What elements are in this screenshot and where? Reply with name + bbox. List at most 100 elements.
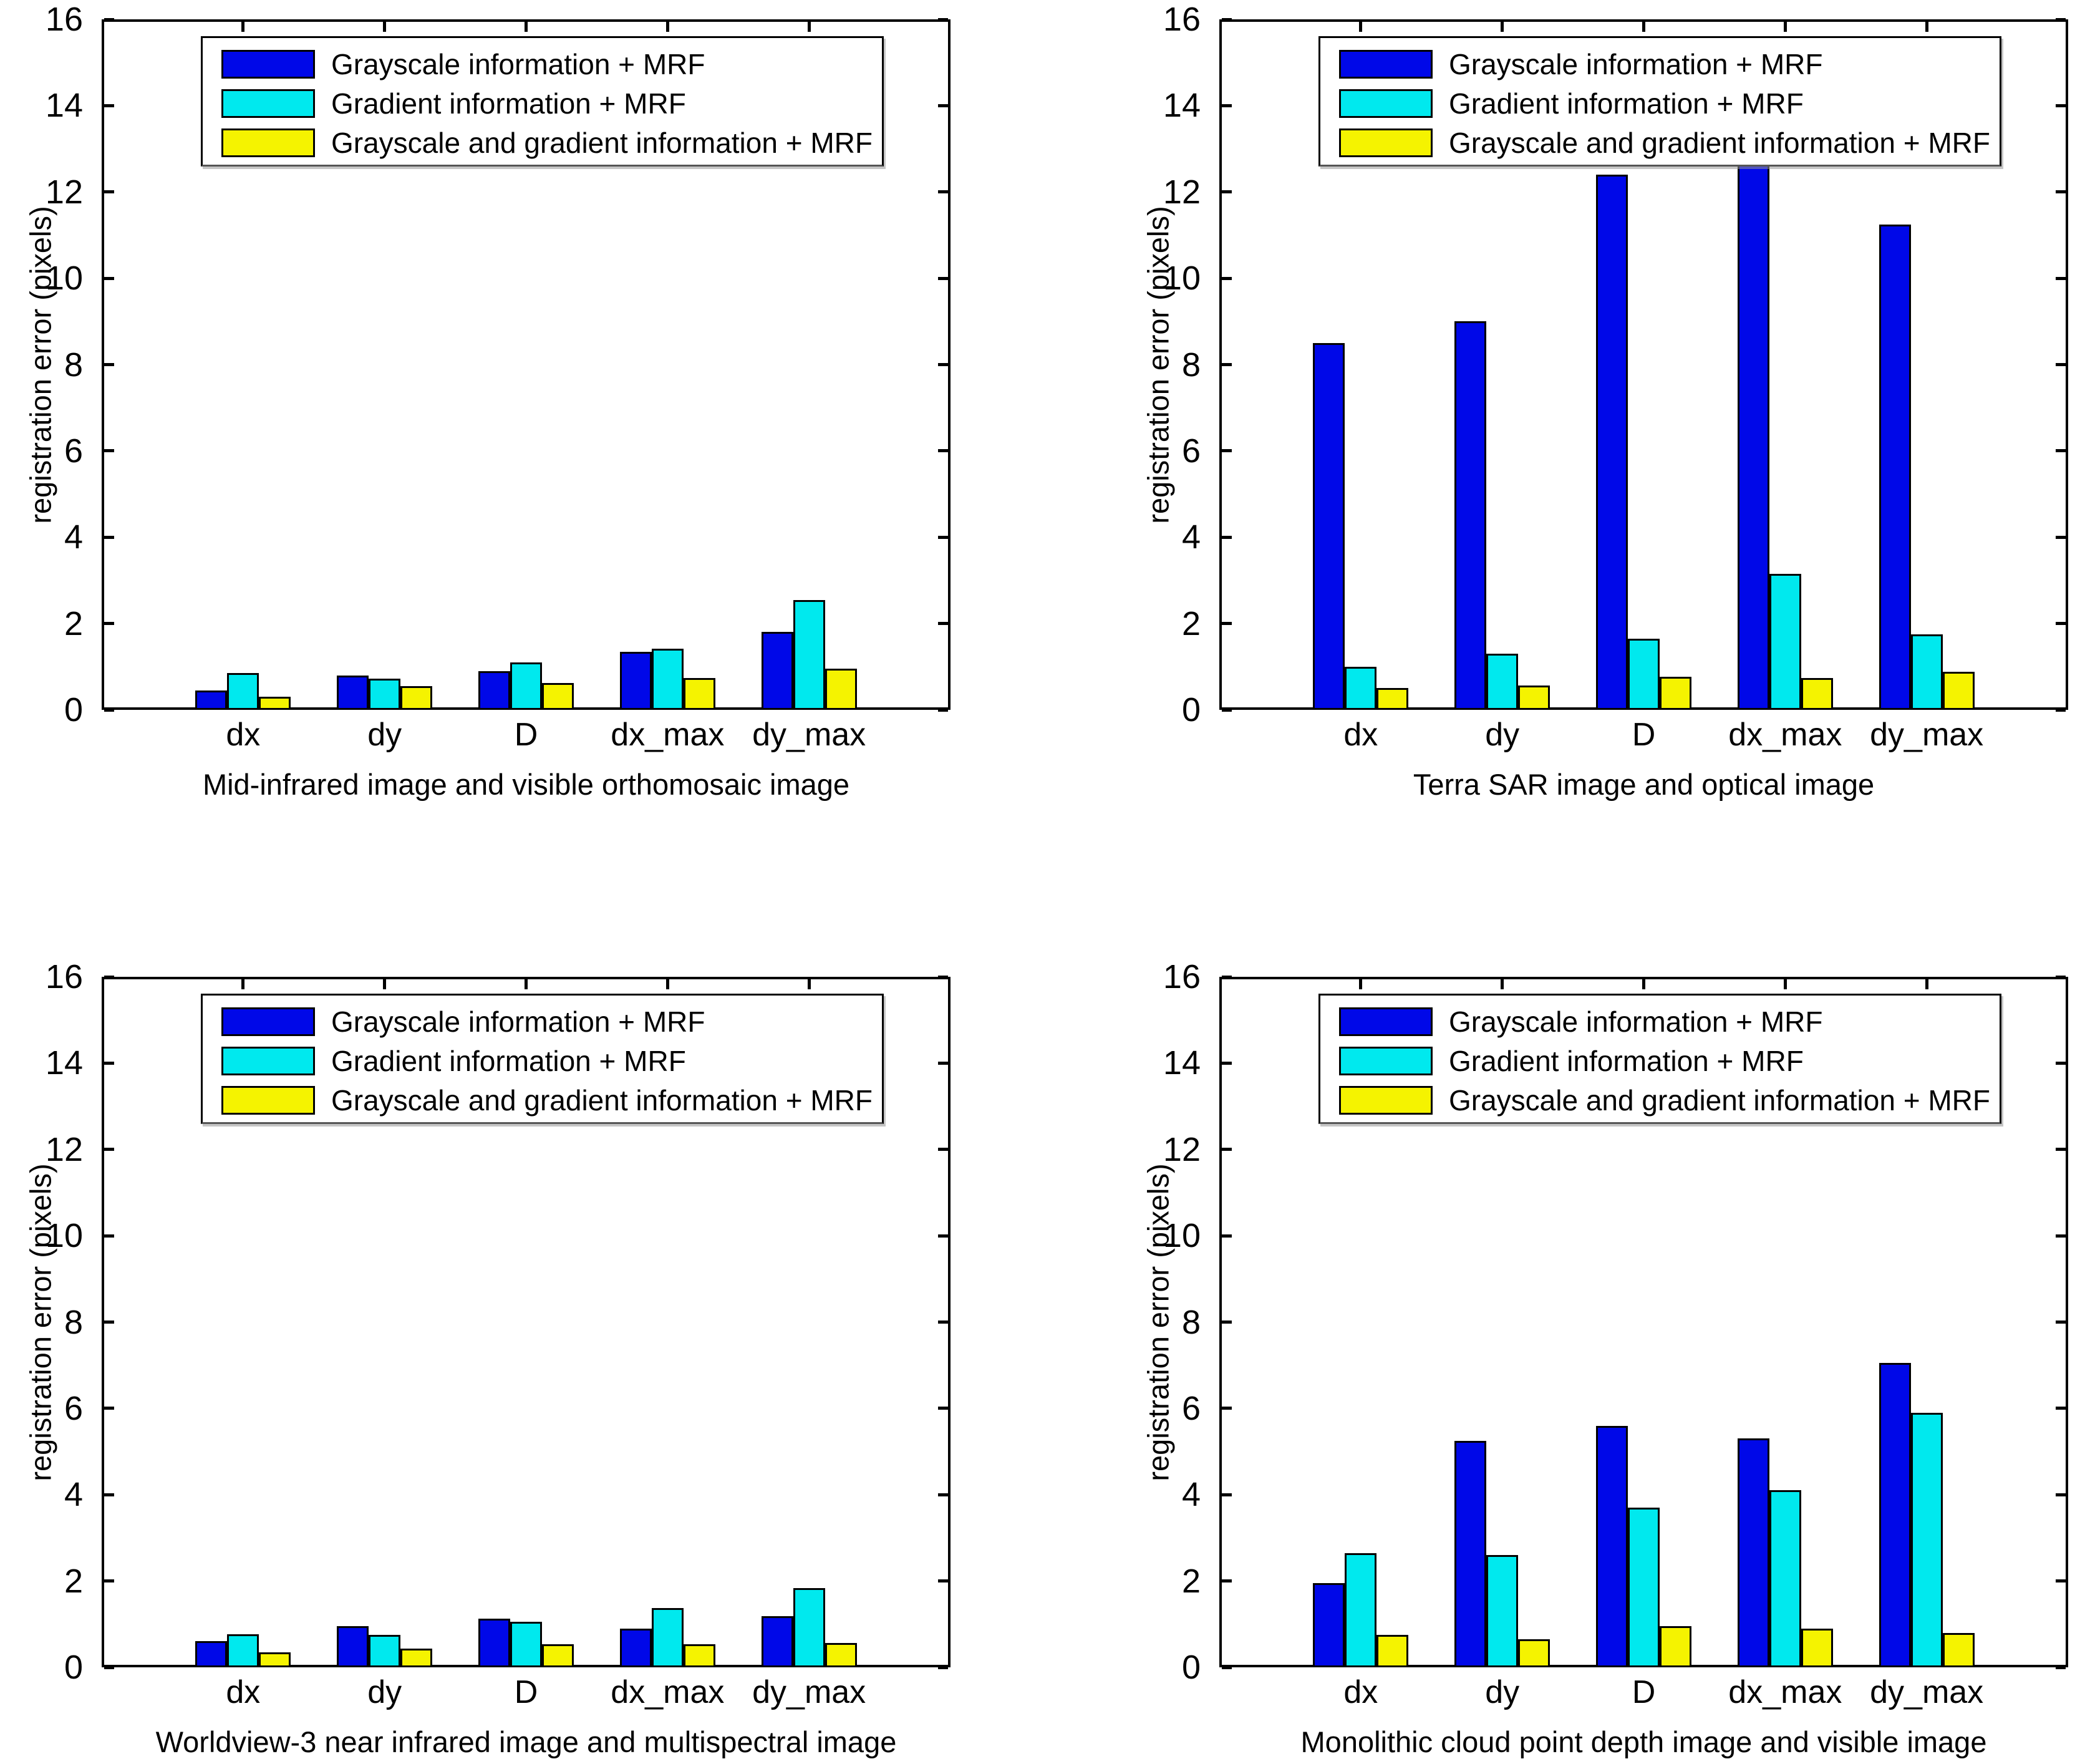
y-tick-right bbox=[2056, 1407, 2066, 1410]
x-tick-top bbox=[807, 979, 811, 989]
legend-swatch-gradient-mrf bbox=[221, 1046, 315, 1075]
x-tick-top bbox=[1925, 979, 1928, 989]
x-tick-top bbox=[1925, 22, 1928, 32]
x-tick-top bbox=[1501, 979, 1504, 989]
bar-dx_max-grayscale-mrf bbox=[619, 1628, 652, 1667]
bar-D-grayscale-mrf bbox=[1596, 175, 1628, 710]
y-tick-right bbox=[2056, 1148, 2066, 1151]
bar-dx_max-gradient-mrf bbox=[651, 648, 684, 710]
y-tick-label: 2 bbox=[64, 1562, 83, 1600]
bar-dx-grayscale-mrf bbox=[1313, 1583, 1345, 1667]
legend-swatch-grayscale-mrf bbox=[1339, 1007, 1433, 1036]
x-category-label: dy bbox=[1485, 717, 1520, 753]
bar-dy_max-grayscale-gradient-mrf bbox=[1942, 1632, 1975, 1667]
y-tick-left bbox=[1222, 1234, 1232, 1238]
x-category-label: D bbox=[514, 717, 538, 753]
bar-dy-grayscale-mrf bbox=[337, 1626, 369, 1667]
legend-entry-gradient-mrf: Gradient information + MRF bbox=[1339, 84, 2000, 123]
y-tick-right bbox=[938, 17, 948, 21]
legend-swatch-grayscale-gradient-mrf bbox=[1339, 1085, 1433, 1115]
y-tick-right bbox=[938, 1579, 948, 1583]
bar-dx-grayscale-mrf bbox=[195, 690, 228, 710]
y-tick-label: 2 bbox=[64, 604, 83, 642]
y-tick-right bbox=[2056, 975, 2066, 979]
x-category-label: dx bbox=[1343, 1674, 1378, 1710]
y-tick-left bbox=[1222, 708, 1232, 712]
y-tick-left bbox=[1222, 1407, 1232, 1410]
y-tick-right bbox=[938, 535, 948, 539]
legend-label: Grayscale information + MRF bbox=[1449, 47, 1823, 80]
bar-dx_max-grayscale-gradient-mrf bbox=[1801, 1628, 1833, 1667]
bar-dy-grayscale-mrf bbox=[337, 675, 369, 710]
x-category-label: dx_max bbox=[1728, 1674, 1842, 1710]
bar-dy_max-gradient-mrf bbox=[1910, 634, 1943, 710]
legend-box: Grayscale information + MRF Gradient info… bbox=[201, 994, 884, 1124]
x-category-label: dy bbox=[367, 1674, 402, 1710]
x-tick-top bbox=[241, 22, 245, 32]
y-tick-label: 6 bbox=[64, 432, 83, 470]
y-tick-left bbox=[104, 975, 114, 979]
y-tick-left bbox=[104, 1061, 114, 1065]
bar-D-grayscale-gradient-mrf bbox=[542, 1644, 574, 1667]
x-tick-top bbox=[525, 22, 528, 32]
chart-title: Terra SAR image and optical image bbox=[1413, 768, 1875, 801]
x-category-label: dy bbox=[367, 717, 402, 753]
bar-dy_max-grayscale-mrf bbox=[1879, 224, 1911, 710]
legend-label: Grayscale and gradient information + MRF bbox=[331, 1083, 873, 1117]
legend-swatch-grayscale-gradient-mrf bbox=[1339, 128, 1433, 157]
bar-dx_max-grayscale-gradient-mrf bbox=[683, 1644, 715, 1667]
bar-dx_max-grayscale-gradient-mrf bbox=[1801, 677, 1833, 710]
y-tick-right bbox=[938, 1407, 948, 1410]
x-category-label: dx_max bbox=[611, 1674, 725, 1710]
x-category-label: dy_max bbox=[1870, 1674, 1984, 1710]
x-tick-top bbox=[1642, 979, 1645, 989]
bar-dx_max-grayscale-gradient-mrf bbox=[683, 678, 715, 710]
chart-title: Mid-infrared image and visible orthomosa… bbox=[202, 768, 850, 801]
x-tick-top bbox=[665, 979, 669, 989]
bar-dx-grayscale-mrf bbox=[1313, 342, 1345, 710]
bar-dy_max-gradient-mrf bbox=[1910, 1412, 1943, 1667]
y-tick-label: 8 bbox=[1181, 1303, 1201, 1341]
legend-entry-grayscale-gradient-mrf: Grayscale and gradient information + MRF bbox=[1339, 123, 2000, 162]
y-tick-label: 8 bbox=[64, 346, 83, 384]
y-tick-left bbox=[1222, 535, 1232, 539]
bar-dx-grayscale-gradient-mrf bbox=[259, 1652, 291, 1667]
bar-dy-gradient-mrf bbox=[369, 679, 401, 710]
x-tick-top bbox=[383, 22, 387, 32]
x-category-label: D bbox=[1632, 717, 1656, 753]
legend-label: Gradient information + MRF bbox=[1449, 1044, 1804, 1077]
bar-dy-gradient-mrf bbox=[1486, 654, 1519, 710]
bar-dx-grayscale-gradient-mrf bbox=[1376, 688, 1409, 710]
y-tick-left bbox=[1222, 975, 1232, 979]
y-tick-label: 10 bbox=[1163, 259, 1201, 298]
x-tick-top bbox=[665, 22, 669, 32]
bar-dx-grayscale-mrf bbox=[195, 1640, 228, 1667]
y-tick-label: 8 bbox=[64, 1303, 83, 1341]
y-tick-label: 16 bbox=[1163, 1, 1201, 38]
x-tick-top bbox=[1501, 22, 1504, 32]
y-axis-label: registration error (pixels) bbox=[1141, 205, 1175, 524]
y-tick-left bbox=[104, 17, 114, 21]
y-tick-right bbox=[2056, 535, 2066, 539]
bar-dx-gradient-mrf bbox=[227, 1634, 259, 1667]
bar-dy-grayscale-gradient-mrf bbox=[400, 1649, 433, 1667]
legend-swatch-grayscale-mrf bbox=[221, 49, 315, 79]
bar-D-gradient-mrf bbox=[1628, 1508, 1660, 1667]
y-tick-right bbox=[938, 190, 948, 194]
legend-label: Gradient information + MRF bbox=[331, 87, 686, 120]
y-tick-label: 6 bbox=[1181, 1389, 1201, 1427]
y-tick-left bbox=[104, 1234, 114, 1238]
x-tick-top bbox=[525, 979, 528, 989]
legend-label: Grayscale information + MRF bbox=[331, 1005, 705, 1038]
y-tick-left bbox=[104, 1665, 114, 1669]
bar-dy_max-grayscale-gradient-mrf bbox=[825, 1642, 857, 1667]
legend-entry-grayscale-mrf: Grayscale information + MRF bbox=[221, 1002, 882, 1041]
y-tick-label: 4 bbox=[64, 518, 83, 556]
y-tick-right bbox=[2056, 363, 2066, 366]
y-tick-right bbox=[938, 1148, 948, 1151]
y-tick-label: 0 bbox=[1181, 691, 1201, 729]
y-tick-left bbox=[104, 190, 114, 194]
y-tick-right bbox=[2056, 1665, 2066, 1669]
x-category-label: dx_max bbox=[1728, 717, 1842, 753]
